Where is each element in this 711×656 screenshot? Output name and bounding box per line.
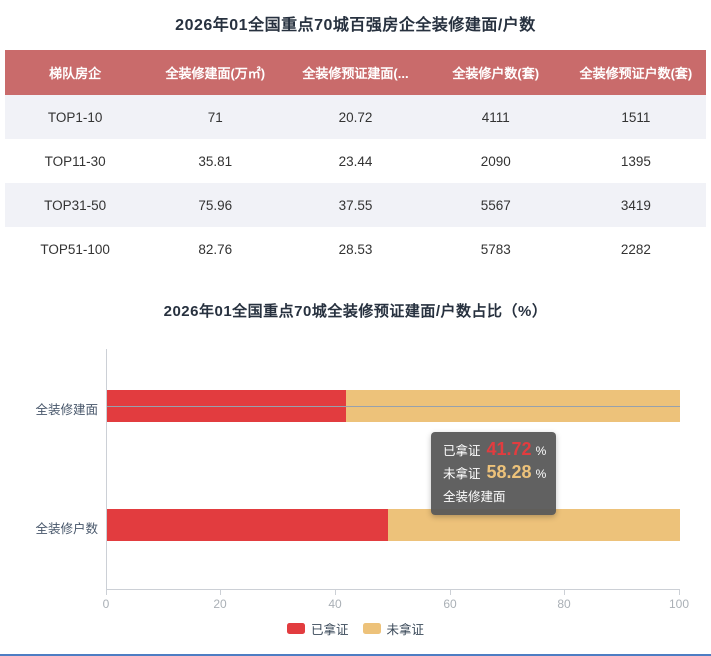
cell-area: 71 xyxy=(207,109,223,125)
table-row: TOP11-30 35.81 23.44 2090 1395 xyxy=(5,139,706,183)
tooltip-value: 58.28 xyxy=(486,462,532,482)
cell-tier: TOP31-50 xyxy=(44,197,107,213)
x-axis-line xyxy=(106,589,680,590)
cell-precert-area: 20.72 xyxy=(338,109,373,125)
bottom-divider xyxy=(0,654,711,656)
cell-tier: TOP1-10 xyxy=(47,109,103,125)
cell-units: 5783 xyxy=(480,241,511,257)
x-axis-tick xyxy=(450,590,451,595)
legend-label: 未拿证 xyxy=(386,623,425,637)
column-header-precert-area: 全装修预证建面(... xyxy=(302,66,409,81)
chart-legend: 已拿证 未拿证 xyxy=(0,619,711,638)
cell-tier: TOP11-30 xyxy=(44,153,106,169)
tooltip-row-certified: 已拿证 41.72 % xyxy=(443,439,547,462)
cell-precert-units: 3419 xyxy=(620,197,651,213)
legend-item-certified[interactable]: 已拿证 xyxy=(286,619,349,638)
tooltip-row-uncertified: 未拿证 58.28 % xyxy=(443,462,547,485)
x-tick-label: 80 xyxy=(557,597,571,611)
x-tick-label: 0 xyxy=(102,597,110,611)
tooltip-unit: % xyxy=(535,444,547,458)
x-axis-tick xyxy=(679,590,680,595)
legend-marker-certified xyxy=(286,623,305,634)
table-row: TOP1-10 71 20.72 4111 1511 xyxy=(5,95,706,139)
x-axis-tick xyxy=(220,590,221,595)
tooltip-unit: % xyxy=(535,467,547,481)
column-header-tier: 梯队房企 xyxy=(49,66,102,81)
table-row: TOP51-100 82.76 28.53 5783 2282 xyxy=(5,227,706,271)
x-tick-label: 40 xyxy=(328,597,342,611)
cell-tier: TOP51-100 xyxy=(40,241,110,257)
y-axis-line xyxy=(106,349,107,589)
category-label-units: 全装修户数 xyxy=(35,522,98,536)
table-title: 2026年01全国重点70城百强房企全装修建面/户数 xyxy=(175,17,536,34)
cell-precert-units: 1511 xyxy=(621,109,651,125)
bar-units[interactable] xyxy=(107,509,680,541)
tooltip-label: 未拿证 xyxy=(443,467,481,481)
cell-units: 2090 xyxy=(480,153,511,169)
x-tick-label: 100 xyxy=(668,597,690,611)
x-axis-tick xyxy=(106,590,107,595)
chart-tooltip: 已拿证 41.72 % 未拿证 58.28 % 全装修建面 xyxy=(431,432,556,515)
legend-label: 已拿证 xyxy=(310,623,349,637)
cell-precert-area: 37.55 xyxy=(338,197,373,213)
chart-title: 2026年01全国重点70城全装修预证建面/户数占比（%） xyxy=(163,303,548,320)
cell-precert-units: 1395 xyxy=(620,153,651,169)
tooltip-category: 全装修建面 xyxy=(443,490,506,504)
legend-item-uncertified[interactable]: 未拿证 xyxy=(362,619,425,638)
cell-area: 35.81 xyxy=(198,153,233,169)
cell-area: 75.96 xyxy=(198,197,233,213)
x-axis-tick xyxy=(335,590,336,595)
x-tick-label: 20 xyxy=(213,597,227,611)
x-axis-tick xyxy=(564,590,565,595)
column-header-units: 全装修户数(套) xyxy=(452,66,540,81)
column-header-area: 全装修建面(万㎡) xyxy=(165,66,266,81)
cell-precert-units: 2282 xyxy=(620,241,651,257)
x-tick-label: 60 xyxy=(443,597,457,611)
category-label-area: 全装修建面 xyxy=(35,403,98,417)
ranking-table: 梯队房企 全装修建面(万㎡) 全装修预证建面(... 全装修户数(套) 全装修预… xyxy=(5,50,706,271)
cell-units: 4111 xyxy=(481,109,510,125)
axis-pointer-line xyxy=(107,406,680,407)
legend-marker-uncertified xyxy=(362,623,381,634)
tooltip-label: 已拿证 xyxy=(443,444,481,458)
cell-units: 5567 xyxy=(480,197,511,213)
table-row: TOP31-50 75.96 37.55 5567 3419 xyxy=(5,183,706,227)
bar-segment-certified[interactable] xyxy=(107,509,388,541)
cell-precert-area: 28.53 xyxy=(338,241,373,257)
table-header-row: 梯队房企 全装修建面(万㎡) 全装修预证建面(... 全装修户数(套) 全装修预… xyxy=(5,50,706,95)
cell-area: 82.76 xyxy=(198,241,233,257)
tooltip-value: 41.72 xyxy=(486,439,532,459)
column-header-precert-units: 全装修预证户数(套) xyxy=(579,66,693,81)
cell-precert-area: 23.44 xyxy=(338,153,373,169)
